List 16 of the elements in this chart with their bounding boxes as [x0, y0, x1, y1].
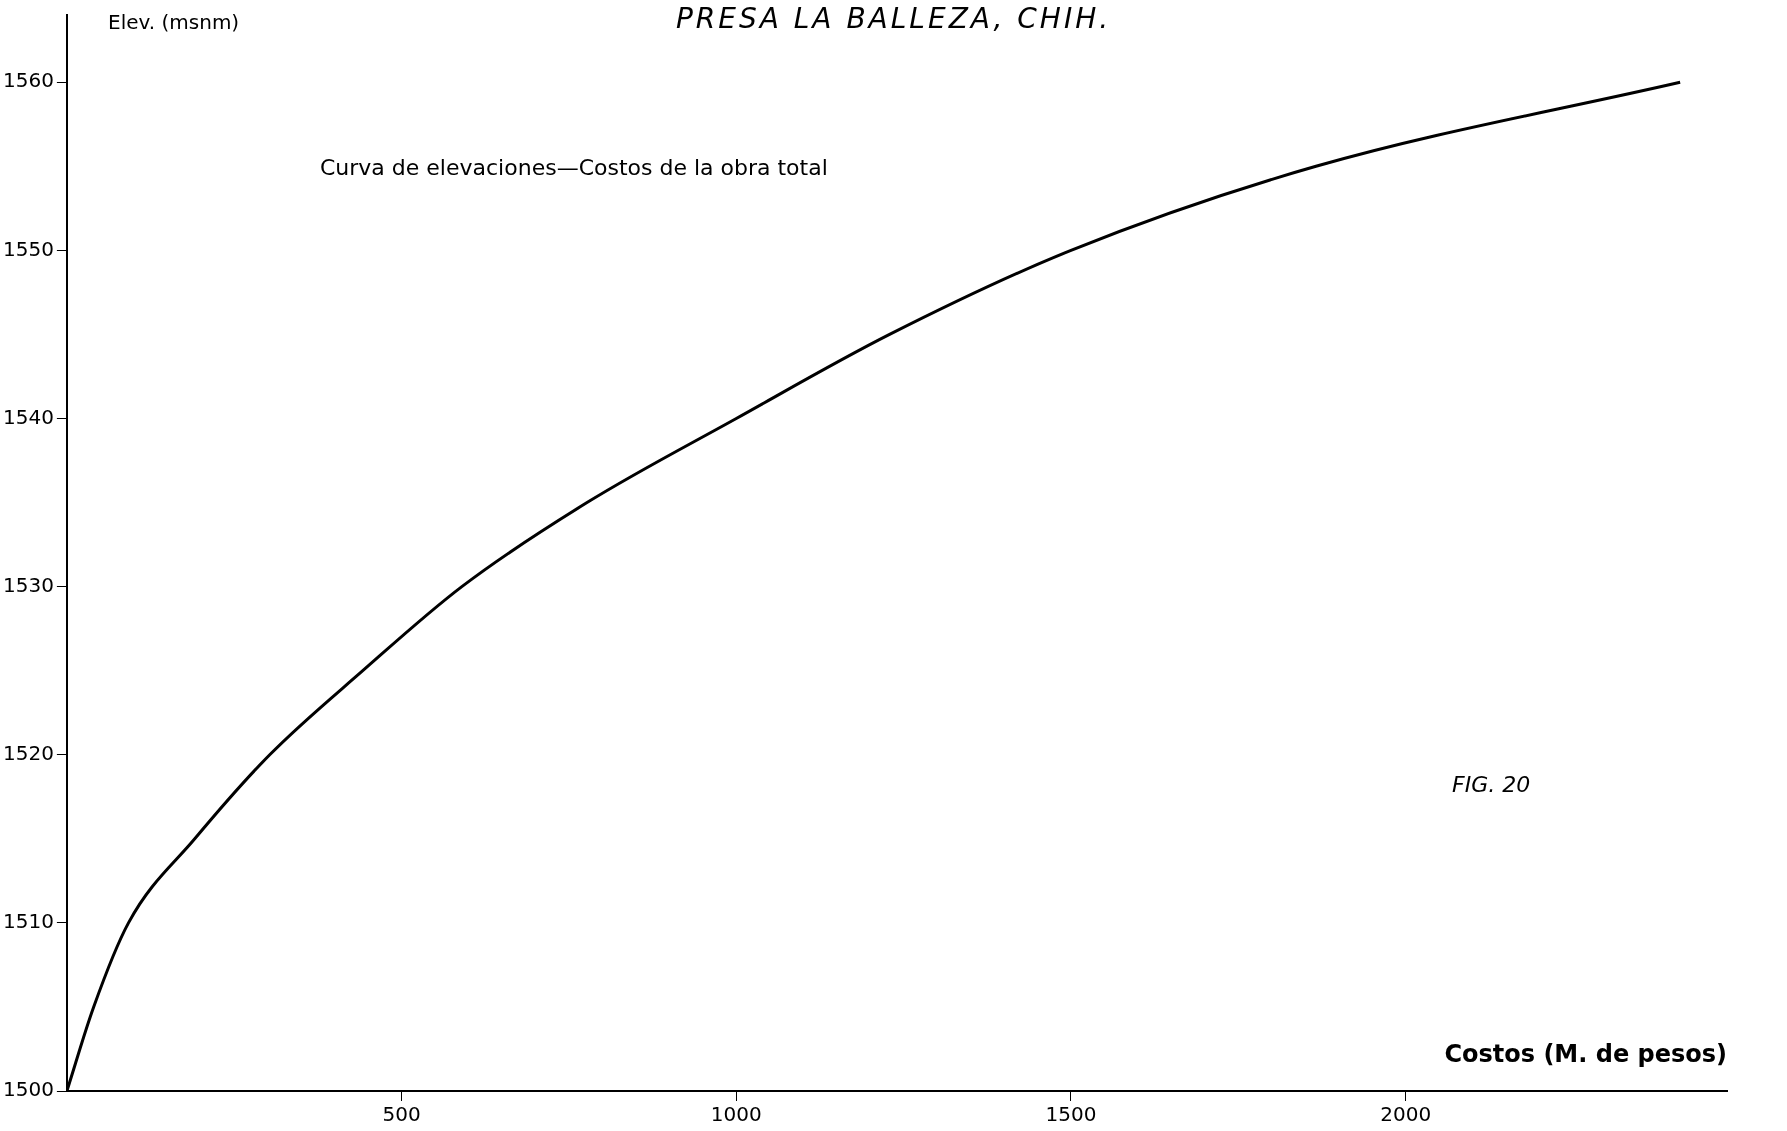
x-axis-title: Costos (M. de pesos)	[1444, 1040, 1727, 1068]
annotation: Curva de elevaciones—Costos de la obra total	[320, 155, 828, 180]
x-tick-label: 500	[382, 1102, 421, 1127]
chart-title: PRESA LA BALLEZA, CHIH.	[675, 2, 1112, 35]
y-tick-label: 1530	[2, 572, 54, 597]
y-tick-label: 1520	[2, 740, 54, 765]
annotation: FIG. 20	[1452, 772, 1531, 797]
y-axis-title: Elev. (msnm)	[108, 10, 240, 34]
x-tick-label: 1500	[1045, 1102, 1097, 1127]
y-tick-label: 1550	[2, 236, 54, 261]
x-tick-label: 1000	[710, 1102, 762, 1127]
y-tick-label: 1500	[2, 1077, 54, 1102]
y-tick-label: 1510	[2, 909, 54, 934]
x-tick-label: 2000	[1380, 1102, 1432, 1127]
y-tick-label: 1540	[2, 404, 54, 429]
y-tick-label: 1560	[2, 68, 54, 93]
